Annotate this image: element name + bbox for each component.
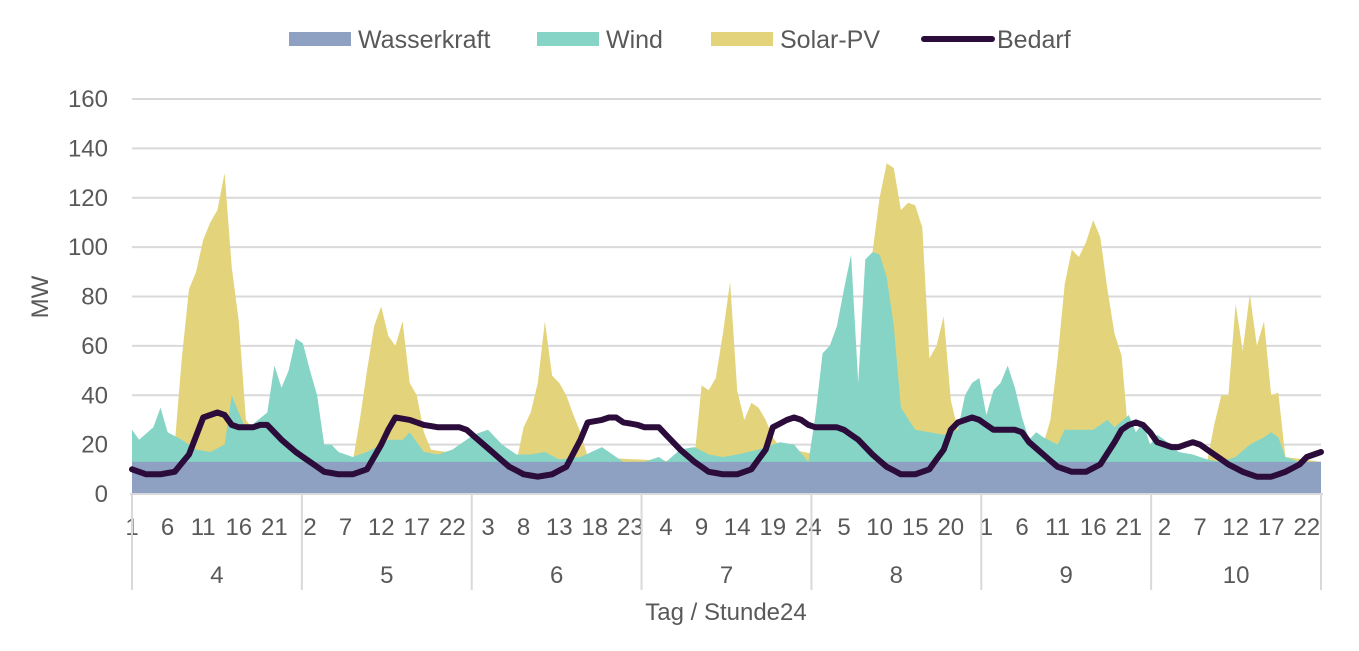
x-tick-label-day: 5 [380, 562, 393, 589]
x-tick-label-hour: 6 [161, 514, 174, 541]
x-tick-label-day: 10 [1223, 562, 1250, 589]
x-tick-label-hour: 11 [191, 514, 216, 541]
legend-swatch-wind [537, 32, 599, 46]
x-tick-label-hour: 5 [837, 514, 850, 541]
y-tick-label: 160 [68, 86, 108, 113]
x-tick-label-hour: 15 [902, 514, 929, 541]
x-tick-label-day: 7 [720, 562, 733, 589]
legend-label-bedarf: Bedarf [997, 26, 1071, 54]
x-tick-label-hour: 10 [866, 514, 893, 541]
x-tick-label-hour: 17 [1258, 514, 1285, 541]
y-tick-label: 140 [68, 135, 108, 162]
legend-label-wasserkraft: Wasserkraft [358, 26, 490, 54]
x-tick-label-day: 4 [210, 562, 223, 589]
legend: Wasserkraft Wind Solar-PV Bedarf [289, 26, 1071, 54]
y-tick-label: 80 [81, 284, 108, 311]
x-tick-label-hour: 19 [759, 514, 786, 541]
x-tick-label-day: 6 [550, 562, 563, 589]
x-tick-label-hour: 4 [659, 514, 672, 541]
y-tick-label: 0 [95, 481, 108, 508]
x-axis-title: Tag / Stunde24 [645, 599, 806, 626]
y-tick-label: 40 [81, 382, 108, 409]
legend-label-wind: Wind [606, 26, 663, 54]
x-tick-label-hour: 12 [1222, 514, 1249, 541]
legend-swatch-solar-pv [711, 32, 773, 46]
x-tick-label-hour: 22 [1293, 514, 1320, 541]
x-tick-label-hour: 9 [695, 514, 708, 541]
x-tick-label-hour: 13 [546, 514, 573, 541]
x-tick-label-hour: 11 [1045, 514, 1070, 541]
legend-swatch-wasserkraft [289, 32, 351, 46]
x-tick-label-hour: 2 [1158, 514, 1171, 541]
line-series [129, 409, 1324, 480]
y-axis-title: MW [27, 275, 54, 318]
y-tick-label: 120 [68, 185, 108, 212]
x-tick-label-hour: 14 [724, 514, 751, 541]
x-tick-label-hour: 22 [439, 514, 466, 541]
x-tick-label-hour: 17 [403, 514, 430, 541]
area-series [132, 163, 1321, 494]
x-tick-label-hour: 7 [339, 514, 352, 541]
legend-label-solar-pv: Solar-PV [780, 26, 880, 54]
area-wasserkraft [132, 461, 1321, 494]
x-tick-label-day: 9 [1060, 562, 1073, 589]
x-tick-label-hour: 2 [303, 514, 316, 541]
x-tick-label-day: 8 [890, 562, 903, 589]
y-axis: 0 20 40 60 80 100 120 140 160 [68, 86, 108, 508]
x-tick-label-hour: 7 [1193, 514, 1206, 541]
x-tick-label-hour: 3 [481, 514, 494, 541]
x-tick-label-hour: 21 [1115, 514, 1142, 541]
x-tick-label-hour: 23 [617, 514, 644, 541]
line-bedarf [129, 409, 1324, 480]
y-tick-label: 20 [81, 432, 108, 459]
x-tick-label-hour: 16 [1080, 514, 1107, 541]
x-tick-label-hour: 6 [1015, 514, 1028, 541]
x-axis: 1611162127121722381318234914192451015201… [125, 493, 1323, 590]
x-tick-label-hour: 20 [937, 514, 964, 541]
x-tick-label-hour: 8 [517, 514, 530, 541]
x-tick-label-hour: 1 [980, 514, 993, 541]
x-tick-label-hour: 18 [581, 514, 608, 541]
x-tick-label-hour: 12 [368, 514, 395, 541]
y-tick-label: 60 [81, 333, 108, 360]
x-tick-label-hour: 21 [261, 514, 288, 541]
area-solar-pv [132, 163, 1321, 494]
y-tick-label: 100 [68, 234, 108, 261]
x-tick-label-hour: 16 [225, 514, 252, 541]
x-tick-label-hour: 24 [795, 514, 822, 541]
